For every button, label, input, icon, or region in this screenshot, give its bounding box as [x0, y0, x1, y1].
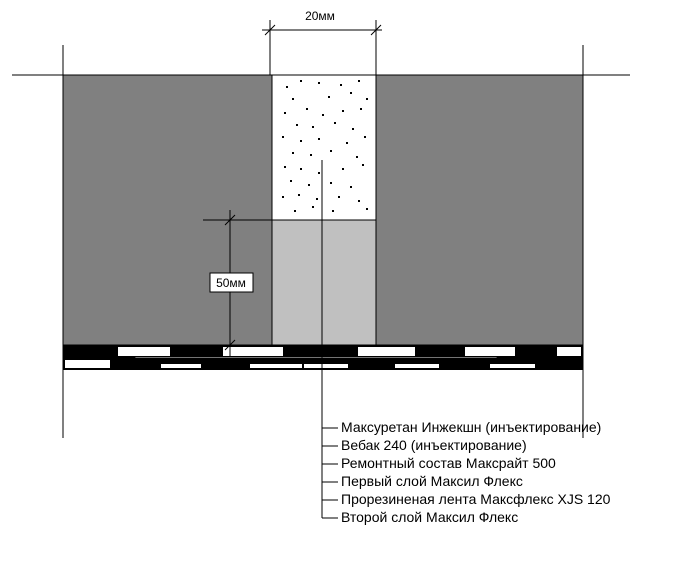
callout-first-layer: Первый слой Максил Флекс	[341, 473, 523, 489]
foam-dot	[356, 156, 358, 158]
side-dimension-box	[209, 272, 254, 293]
foam-dot	[318, 82, 320, 84]
foam-dot	[292, 152, 294, 154]
foam-dot	[342, 168, 344, 170]
top-dimension-label: 20мм	[305, 9, 335, 23]
callout-rubber-tape: Прорезиненая лента Максфлекс XJS 120	[341, 491, 611, 507]
foam-dot	[298, 194, 300, 196]
callout-injection-foam: Максуретан Инжекшн (инъектирование)	[341, 419, 601, 435]
foam-dot	[300, 80, 302, 82]
foam-dot	[346, 142, 348, 144]
foam-dot	[358, 80, 360, 82]
foam-dot	[332, 210, 334, 212]
foam-dot	[350, 92, 352, 94]
foam-dot	[282, 136, 284, 138]
foam-dot	[300, 140, 302, 142]
top-dimension: 20мм	[262, 9, 382, 75]
foam-dot	[308, 184, 310, 186]
foam-dot	[342, 110, 344, 112]
foam-dot	[360, 108, 362, 110]
foam-dot	[318, 138, 320, 140]
foam-dot	[328, 96, 330, 98]
first-membrane-layer	[63, 345, 583, 358]
repair-mortar-zone	[271, 219, 377, 346]
foam-dot	[296, 124, 298, 126]
callout-webac-injection: Вебак 240 (инъектирование)	[341, 437, 527, 453]
foam-dot	[312, 126, 314, 128]
foam-dot	[358, 200, 360, 202]
foam-dot	[282, 196, 284, 198]
foam-dot	[352, 128, 354, 130]
foam-dot	[300, 168, 302, 170]
foam-dots	[282, 80, 368, 212]
foam-dot	[366, 98, 368, 100]
foam-dot	[330, 182, 332, 184]
foam-dot	[366, 208, 368, 210]
injection-foam-zone	[271, 74, 377, 221]
side-dimension-label: 50мм	[216, 276, 246, 290]
foam-dot	[284, 112, 286, 114]
foam-dot	[292, 98, 294, 100]
foam-dot	[306, 108, 308, 110]
foam-dot	[338, 196, 340, 198]
foam-dot	[334, 122, 336, 124]
foam-dot	[316, 198, 318, 200]
callout-list: Максуретан Инжекшн (инъектирование) Веба…	[322, 419, 611, 525]
foam-dot	[350, 186, 352, 188]
foam-dot	[318, 172, 320, 174]
side-dimension: 50мм	[203, 210, 272, 357]
foam-dot	[290, 180, 292, 182]
foam-dot	[322, 114, 324, 116]
left-concrete-slab	[62, 74, 273, 346]
foam-dot	[294, 210, 296, 212]
right-concrete-slab	[375, 74, 584, 346]
callout-second-layer: Второй слой Максил Флекс	[341, 509, 518, 525]
second-layer-white-segments	[65, 360, 535, 368]
foam-dot	[364, 136, 366, 138]
foam-dot	[312, 206, 314, 208]
foam-dot	[286, 86, 288, 88]
first-layer-white-segments	[118, 347, 581, 356]
foam-dot	[330, 150, 332, 152]
foam-dot	[362, 164, 364, 166]
callout-repair-mortar: Ремонтный состав Максрайт 500	[341, 455, 556, 471]
foam-dot	[340, 84, 342, 86]
foam-dot	[284, 166, 286, 168]
foam-dot	[310, 154, 312, 156]
